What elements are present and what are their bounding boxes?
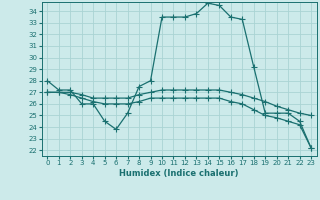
X-axis label: Humidex (Indice chaleur): Humidex (Indice chaleur): [119, 169, 239, 178]
